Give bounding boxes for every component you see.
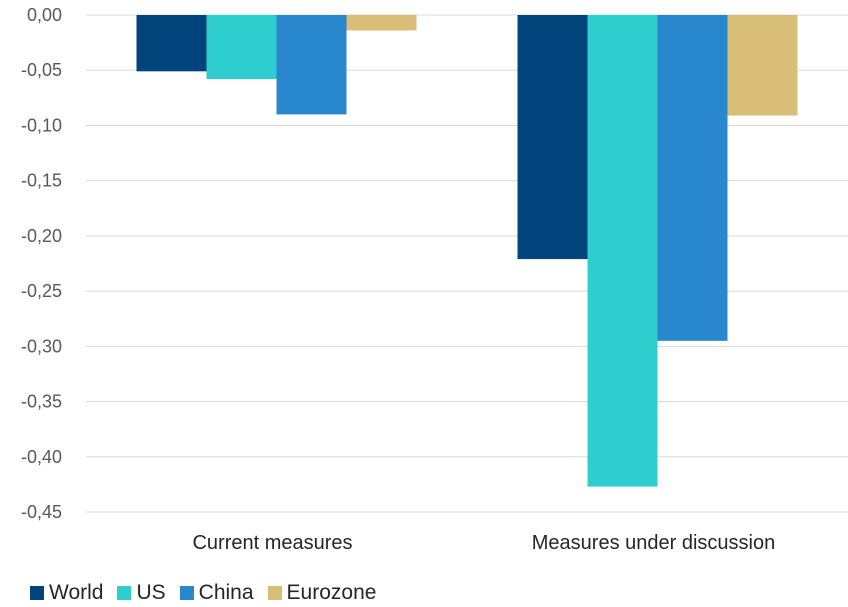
y-axis-tick-labels: 0,00 -0,05 -0,10 -0,15 -0,20 -0,25 -0,30 -0,35 -…: [21, 5, 62, 522]
legend-label: Eurozone: [286, 581, 377, 604]
bar-china-1: [657, 15, 728, 341]
y-tick-label: -0,30: [21, 336, 62, 356]
legend-item-world: World: [30, 582, 103, 603]
bar-world-0: [136, 15, 207, 72]
y-tick-label: -0,20: [21, 226, 62, 246]
legend: World US China Eurozone: [30, 582, 376, 603]
bar-us-1: [587, 15, 658, 487]
y-tick-label: -0,05: [21, 60, 62, 80]
y-tick-label: 0,00: [27, 5, 62, 25]
x-axis-category-labels: Current measures Measures under discussio…: [192, 532, 775, 554]
y-tick-label: -0,35: [21, 392, 62, 412]
bar-world-1: [517, 15, 588, 260]
bars: [136, 15, 798, 487]
bar-chart: 0,00 -0,05 -0,10 -0,15 -0,20 -0,25 -0,30 -0,35 -…: [21, 5, 848, 554]
y-tick-label: -0,25: [21, 281, 62, 301]
legend-item-china: China: [179, 581, 254, 604]
legend-label: China: [198, 581, 254, 604]
bar-china-0: [276, 15, 347, 115]
bar-eurozone-0: [346, 15, 417, 31]
legend-item-us: US: [117, 581, 166, 604]
bar-eurozone-1: [727, 15, 798, 116]
legend-swatch: [30, 585, 44, 600]
bar-us-0: [206, 15, 277, 80]
y-tick-label: -0,10: [21, 115, 62, 135]
y-tick-label: -0,40: [21, 447, 62, 467]
legend-label: US: [136, 581, 166, 604]
x-category-label: Measures under discussion: [532, 532, 775, 554]
legend-swatch: [117, 585, 132, 600]
legend-swatch: [267, 585, 282, 600]
legend-swatch: [179, 585, 194, 600]
y-tick-label: -0,15: [21, 171, 62, 191]
legend-label: World: [49, 581, 104, 604]
x-category-label: Current measures: [192, 532, 352, 554]
y-tick-label: -0,45: [21, 502, 62, 522]
legend-item-eurozone: Eurozone: [267, 581, 377, 604]
